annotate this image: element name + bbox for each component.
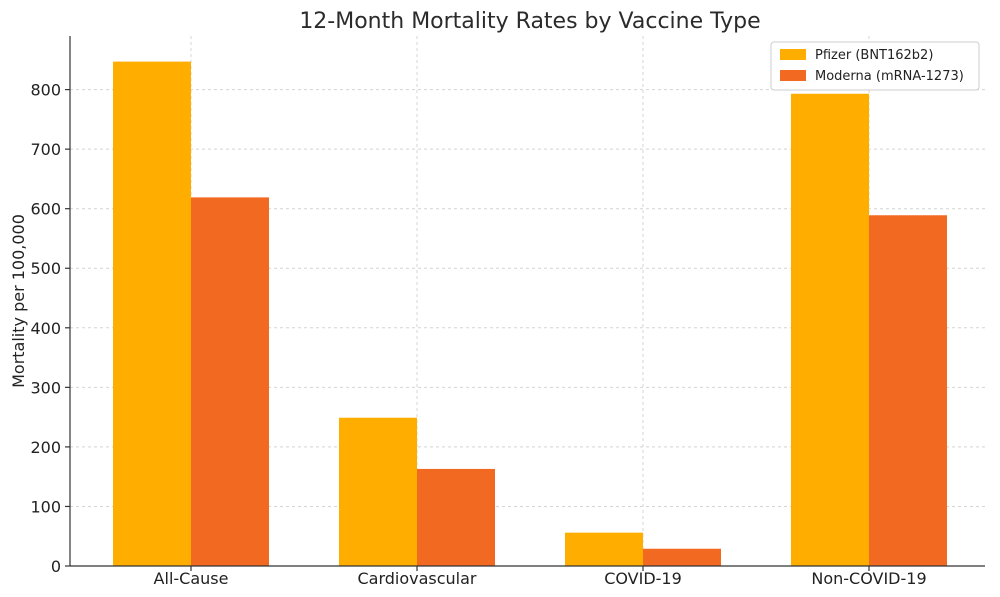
bar-moderna-covid-19 [643,548,721,566]
legend: Pfizer (BNT162b2) Moderna (mRNA-1273) [770,41,980,91]
legend-swatch [780,70,806,81]
y-tick-label: 200 [30,438,61,457]
legend-items: Pfizer (BNT162b2) Moderna (mRNA-1273) [780,48,964,84]
y-tick-label: 100 [30,497,61,516]
bar-pfizer-all-cause [113,61,191,566]
legend-label: Pfizer (BNT162b2) [815,48,933,63]
bar-moderna-non-covid-19 [869,215,947,566]
bars [113,61,947,567]
x-tick-label: Cardiovascular [357,569,476,588]
y-tick-label: 0 [51,557,61,576]
x-tick-label: Non-COVID-19 [811,569,926,588]
bar-pfizer-covid-19 [565,532,643,566]
bar-pfizer-non-covid-19 [791,93,869,567]
y-tick-label: 300 [30,378,61,397]
chart-title: 12-Month Mortality Rates by Vaccine Type [299,9,760,34]
y-axis-ticks: 0 100 200 300 400 500 600 700 800 [30,81,70,576]
y-tick-label: 600 [30,200,61,219]
x-axis-ticks: All-Cause Cardiovascular COVID-19 Non-COVID… [154,566,927,588]
bar-moderna-all-cause [191,197,269,566]
y-tick-label: 500 [30,259,61,278]
legend-box [770,41,980,91]
y-tick-label: 700 [30,140,61,159]
x-tick-label: All-Cause [154,569,229,588]
y-axis-label: Mortality per 100,000 [9,214,28,388]
bar-moderna-cardiovascular [417,468,495,566]
x-tick-label: COVID-19 [604,569,682,588]
y-tick-label: 400 [30,319,61,338]
y-tick-label: 800 [30,81,61,100]
bar-pfizer-cardiovascular [339,417,417,566]
legend-label: Moderna (mRNA-1273) [815,69,964,84]
legend-swatch [780,49,806,60]
